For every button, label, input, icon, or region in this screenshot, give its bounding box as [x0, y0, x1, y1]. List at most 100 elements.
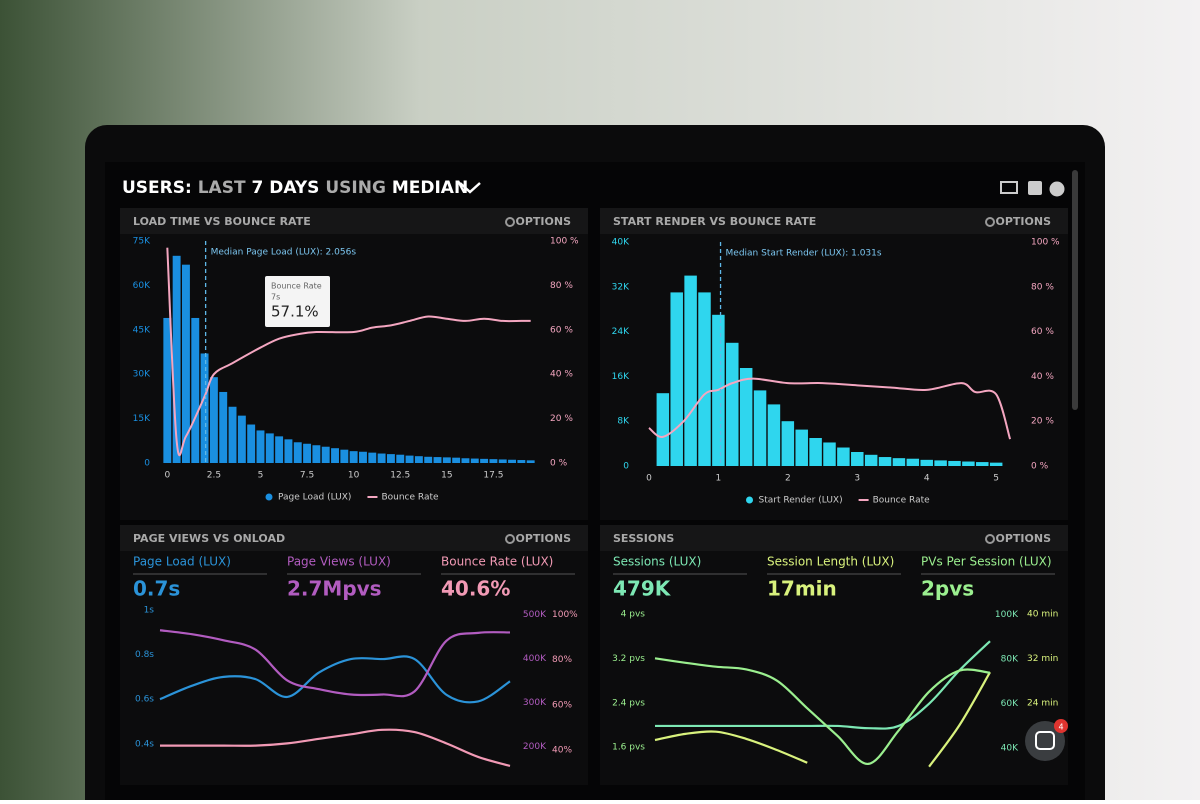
- histogram-bar: [767, 404, 781, 466]
- histogram-bar: [837, 447, 850, 466]
- panel: [600, 525, 1068, 785]
- tooltip-title: Bounce Rate: [271, 282, 322, 291]
- title-part: USING: [325, 178, 386, 198]
- monitor-icon[interactable]: [1000, 181, 1018, 194]
- y-tick-label: 45K: [133, 325, 151, 335]
- legend-label[interactable]: Page Load (LUX): [278, 493, 351, 503]
- stat-value: 2.7Mpvs: [287, 577, 382, 601]
- y2-tick-label: 60 %: [1031, 327, 1054, 337]
- median-label: Median Page Load (LUX): 2.056s: [211, 248, 357, 258]
- x-tick-label: 2: [785, 474, 791, 484]
- stat-label: Sessions (LUX): [613, 555, 701, 569]
- histogram-bar: [480, 458, 489, 463]
- histogram-bar: [265, 433, 274, 463]
- tooltip-value: 57.1%: [271, 303, 319, 321]
- y-tick-label: 0.8s: [135, 650, 154, 660]
- histogram-bar: [396, 454, 405, 463]
- histogram-bar: [349, 451, 358, 463]
- panel-header: [120, 525, 588, 551]
- options-icon[interactable]: [505, 217, 515, 227]
- histogram-bar: [405, 455, 414, 463]
- x-tick-label: 5: [993, 474, 999, 484]
- panel-header: [600, 525, 1068, 551]
- histogram-bar: [293, 442, 302, 463]
- y2-tick-label: 40 %: [1031, 372, 1054, 382]
- y-tick-label: 0.6s: [135, 695, 154, 705]
- options-icon[interactable]: [985, 217, 995, 227]
- x-tick-label: 0: [164, 471, 170, 481]
- share-icon[interactable]: [1028, 181, 1042, 195]
- histogram-bar: [670, 292, 683, 466]
- options-icon[interactable]: [985, 534, 995, 544]
- histogram-bar: [656, 393, 670, 466]
- panels: LOAD TIME VS BOUNCE RATE OPTIONS015K30K45…: [120, 208, 1068, 785]
- title-part[interactable]: 7 DAYS: [251, 178, 319, 198]
- panel-title: PAGE VIEWS VS ONLOAD: [133, 532, 285, 545]
- options-icon[interactable]: [505, 534, 515, 544]
- help-icon[interactable]: [1049, 181, 1065, 197]
- histogram-bar: [247, 424, 256, 463]
- histogram-bar: [962, 461, 975, 466]
- y3-tick-label: 40 min: [1027, 609, 1058, 619]
- y2-tick-label: 500K: [523, 610, 547, 620]
- options-button[interactable]: OPTIONS: [996, 532, 1052, 545]
- panel-title: START RENDER VS BOUNCE RATE: [613, 215, 816, 228]
- options-button[interactable]: OPTIONS: [996, 215, 1052, 228]
- legend-label[interactable]: Bounce Rate: [873, 496, 931, 506]
- legend-label[interactable]: Start Render (LUX): [759, 496, 843, 506]
- x-tick-label: 12.5: [390, 471, 410, 481]
- options-button[interactable]: OPTIONS: [516, 215, 572, 228]
- histogram-bar: [698, 292, 711, 466]
- histogram-bar: [181, 264, 190, 463]
- y2-tick-label: 100 %: [1031, 238, 1060, 248]
- title-part[interactable]: MEDIAN: [392, 178, 468, 198]
- options-button[interactable]: OPTIONS: [516, 532, 572, 545]
- y2-tick-label: 60K: [1001, 699, 1019, 709]
- histogram-bar: [163, 317, 172, 463]
- histogram-bar: [209, 377, 218, 463]
- title-part: USERS:: [122, 178, 192, 198]
- stat-label: Bounce Rate (LUX): [441, 555, 553, 569]
- stat-value: 40.6%: [441, 577, 510, 601]
- histogram-bar: [191, 317, 200, 463]
- y2-tick-label: 0 %: [550, 459, 568, 469]
- legend-label[interactable]: Bounce Rate: [381, 493, 439, 503]
- histogram-bar: [809, 438, 822, 466]
- series-line: [160, 728, 511, 768]
- y2-tick-label: 40K: [1001, 744, 1019, 754]
- series-line: [159, 655, 511, 704]
- x-tick-label: 15: [441, 471, 452, 481]
- y3-tick-label: 60%: [552, 700, 572, 710]
- tooltip-x: 7s: [271, 293, 280, 302]
- y2-tick-label: 100K: [995, 610, 1019, 620]
- panel-title: SESSIONS: [613, 532, 674, 545]
- histogram-bar: [359, 451, 367, 463]
- legend-swatch: [746, 496, 753, 504]
- y2-tick-label: 100 %: [550, 237, 579, 247]
- y2-tick-label: 20 %: [1031, 417, 1054, 427]
- histogram-bar: [823, 442, 836, 466]
- dropdown-chevron[interactable]: [459, 182, 481, 194]
- histogram-bar: [948, 460, 961, 466]
- histogram-bar: [442, 457, 451, 463]
- legend-swatch: [265, 493, 273, 501]
- x-tick-label: 17.5: [483, 471, 503, 481]
- stat-label: PVs Per Session (LUX): [921, 555, 1052, 569]
- histogram-bar: [331, 448, 339, 463]
- stat-value: 2pvs: [921, 577, 974, 601]
- histogram-bar: [508, 459, 517, 463]
- title-part[interactable]: LAST: [198, 178, 246, 198]
- histogram-bar: [781, 421, 795, 466]
- histogram-bar: [684, 275, 697, 466]
- y-tick-label: 8K: [617, 417, 630, 427]
- y-tick-label: 0: [144, 459, 150, 469]
- panel-header: [120, 208, 588, 234]
- y-tick-label: 15K: [133, 414, 151, 424]
- chat-icon: [1035, 731, 1055, 750]
- chat-button[interactable]: [1025, 721, 1065, 761]
- histogram-bar: [172, 255, 181, 463]
- y2-tick-label: 400K: [523, 654, 547, 664]
- histogram-bar: [452, 457, 461, 463]
- y2-tick-label: 80 %: [1031, 282, 1054, 292]
- scrollbar[interactable]: [1072, 170, 1078, 410]
